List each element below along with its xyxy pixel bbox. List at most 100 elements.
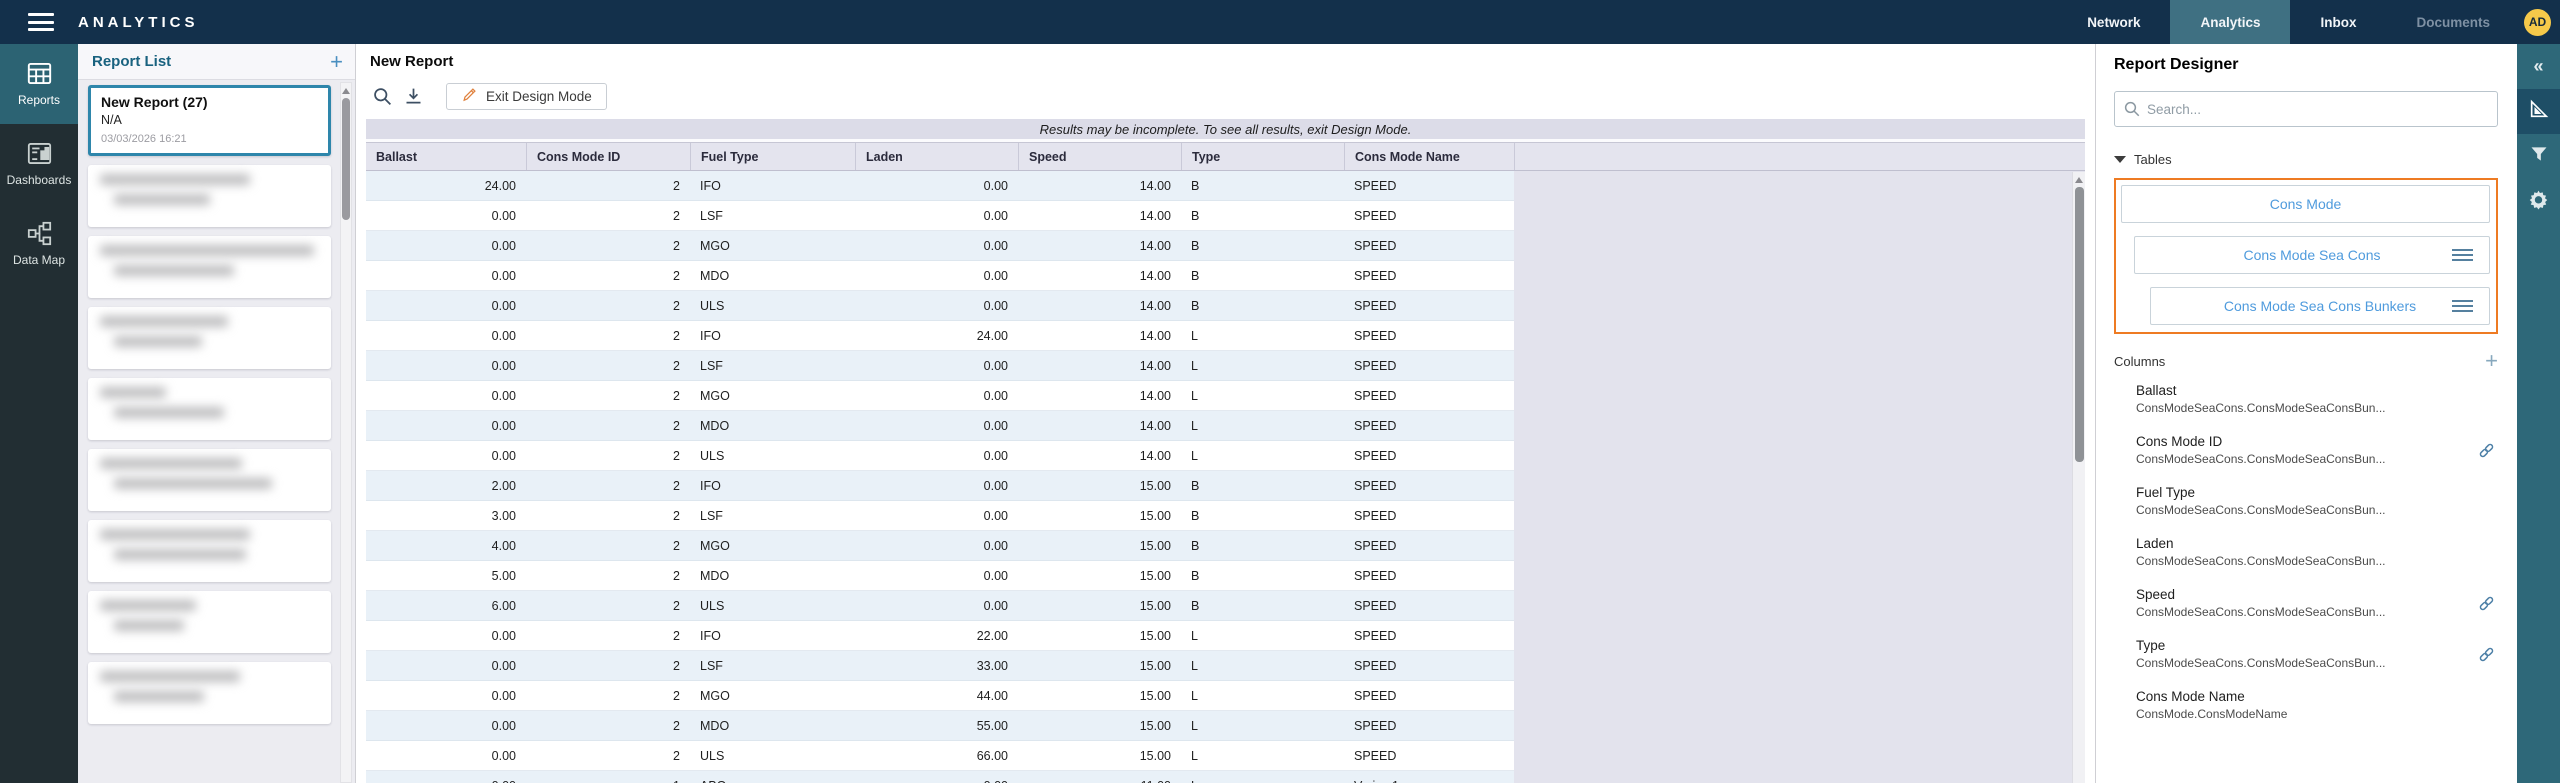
table-row[interactable]: 0.00 2 ULS 0.00 14.00 B SPEED [366, 291, 2085, 321]
table-row[interactable]: 24.00 2 IFO 0.00 14.00 B SPEED [366, 171, 2085, 201]
settings-button[interactable] [2517, 179, 2560, 224]
table-cell: IFO [690, 171, 855, 201]
report-card-blurred[interactable] [88, 591, 331, 653]
avatar[interactable]: AD [2524, 8, 2551, 36]
table-scrollbar[interactable] [2072, 172, 2085, 783]
table-row[interactable]: 0.00 2 MDO 0.00 14.00 B SPEED [366, 261, 2085, 291]
column-header-speed[interactable]: Speed [1018, 143, 1181, 170]
scroll-up-arrow-icon[interactable] [342, 88, 350, 94]
table-row[interactable]: 5.00 2 MDO 0.00 15.00 B SPEED [366, 561, 2085, 591]
sidebar-item-dashboards[interactable]: Dashboards [0, 124, 78, 204]
report-card-selected[interactable]: New Report (27) N/A 03/03/2026 16:21 [88, 85, 331, 156]
table-row[interactable]: 0.00 2 IFO 24.00 14.00 L SPEED [366, 321, 2085, 351]
table-cell: SPEED [1344, 261, 1514, 291]
table-row[interactable]: 0.001ABO0.0011.00LVaries 1 [366, 771, 2085, 783]
column-item-cons-mode-name[interactable]: Cons Mode Name ConsMode.ConsModeName [2136, 689, 2498, 721]
table-cell: L [1181, 351, 1344, 381]
table-row[interactable]: 0.00 2 LSF 0.00 14.00 B SPEED [366, 201, 2085, 231]
nav-item-analytics[interactable]: Analytics [2170, 0, 2291, 44]
scroll-up-arrow-icon[interactable] [2075, 177, 2083, 183]
sidebar-item-reports[interactable]: Reports [0, 44, 78, 124]
column-item-ballast[interactable]: Ballast ConsModeSeaCons.ConsModeSeaConsBu… [2136, 383, 2498, 415]
table-cell: B [1181, 501, 1344, 531]
drag-handle-icon[interactable] [2452, 300, 2473, 315]
table-row[interactable]: 6.00 2 ULS 0.00 15.00 B SPEED [366, 591, 2085, 621]
table-row[interactable]: 0.00 2 LSF 33.00 15.00 L SPEED [366, 651, 2085, 681]
design-mode-icon [2528, 98, 2550, 125]
table-row[interactable]: 2.00 2 IFO 0.00 15.00 B SPEED [366, 471, 2085, 501]
table-cell: L [1181, 681, 1344, 711]
report-card-blurred[interactable] [88, 165, 331, 227]
column-header-cons-mode-id[interactable]: Cons Mode ID [526, 143, 690, 170]
table-cell: SPEED [1344, 471, 1514, 501]
link-icon[interactable] [2477, 594, 2496, 618]
column-item-laden[interactable]: Laden ConsModeSeaCons.ConsModeSeaConsBun.… [2136, 536, 2498, 568]
drag-handle-icon[interactable] [2452, 249, 2473, 264]
table-row-filler [1514, 441, 2085, 471]
hamburger-menu-icon[interactable] [28, 13, 54, 31]
column-header-ballast[interactable]: Ballast [376, 149, 417, 164]
column-item-type[interactable]: Type ConsModeSeaCons.ConsModeSeaConsBun..… [2136, 638, 2498, 670]
table-node-cons-mode-sea-cons[interactable]: Cons Mode Sea Cons [2134, 236, 2490, 274]
column-header-cons-mode-name[interactable]: Cons Mode Name [1344, 143, 1514, 170]
table-row[interactable]: 0.00 2 ULS 0.00 14.00 L SPEED [366, 441, 2085, 471]
designer-search-input[interactable] [2114, 91, 2498, 127]
table-cell: B [1181, 471, 1344, 501]
table-node-cons-mode-sea-cons-bunkers[interactable]: Cons Mode Sea Cons Bunkers [2150, 287, 2490, 325]
report-list-scroll-thumb[interactable] [342, 98, 350, 220]
table-scroll-thumb[interactable] [2074, 187, 2084, 462]
download-icon[interactable] [403, 86, 424, 107]
nav-item-inbox[interactable]: Inbox [2320, 14, 2357, 30]
sidebar-item-data-map[interactable]: Data Map [0, 204, 78, 284]
table-cell: 2 [526, 231, 690, 261]
tables-section-label: Tables [2134, 152, 2172, 167]
report-card-blurred[interactable] [88, 307, 331, 369]
table-row[interactable]: 0.00 2 MGO 0.00 14.00 L SPEED [366, 381, 2085, 411]
nav-item-documents[interactable]: Documents [2416, 14, 2490, 30]
nav-item-network[interactable]: Network [2087, 14, 2141, 30]
collapse-panel-button[interactable]: « [2517, 44, 2560, 89]
table-row[interactable]: 0.00 2 MGO 0.00 14.00 B SPEED [366, 231, 2085, 261]
table-node-cons-mode[interactable]: Cons Mode [2121, 185, 2490, 223]
column-item-speed[interactable]: Speed ConsModeSeaCons.ConsModeSeaConsBun.… [2136, 587, 2498, 619]
search-icon[interactable] [372, 86, 393, 107]
table-row[interactable]: 0.00 2 ULS 66.00 15.00 L SPEED [366, 741, 2085, 771]
table-row[interactable]: 4.00 2 MGO 0.00 15.00 B SPEED [366, 531, 2085, 561]
exit-design-mode-button[interactable]: Exit Design Mode [446, 82, 607, 110]
report-card-blurred[interactable] [88, 662, 331, 724]
table-cell: B [1181, 201, 1344, 231]
link-icon[interactable] [2477, 441, 2496, 465]
table-row[interactable]: 0.00 2 LSF 0.00 14.00 L SPEED [366, 351, 2085, 381]
table-row[interactable]: 0.00 2 MDO 0.00 14.00 L SPEED [366, 411, 2085, 441]
collapse-icon: « [2533, 56, 2544, 76]
column-header-laden[interactable]: Laden [855, 143, 1018, 170]
table-row[interactable]: 0.00 2 IFO 22.00 15.00 L SPEED [366, 621, 2085, 651]
report-card-blurred[interactable] [88, 378, 331, 440]
add-report-button[interactable]: + [330, 48, 343, 74]
column-header-fuel-type[interactable]: Fuel Type [690, 143, 855, 170]
add-column-button[interactable]: + [2485, 348, 2498, 373]
column-header-type[interactable]: Type [1181, 143, 1344, 170]
table-cell: 0.00 [366, 681, 526, 711]
designer-search [2114, 91, 2498, 127]
report-card-title: New Report (27) [101, 94, 208, 110]
table-cell: 0.00 [855, 561, 1018, 591]
tables-section-header[interactable]: Tables [2114, 152, 2498, 167]
filter-button[interactable] [2517, 134, 2560, 179]
table-cell: 15.00 [1018, 741, 1181, 771]
table-cell: 2 [526, 381, 690, 411]
report-card-blurred[interactable] [88, 449, 331, 511]
link-icon[interactable] [2477, 645, 2496, 669]
table-row[interactable]: 3.00 2 LSF 0.00 15.00 B SPEED [366, 501, 2085, 531]
table-cell: 0.00 [855, 441, 1018, 471]
column-item-cons-mode-id[interactable]: Cons Mode ID ConsModeSeaCons.ConsModeSeaC… [2136, 434, 2498, 466]
report-card-blurred[interactable] [88, 236, 331, 298]
table-row[interactable]: 0.00 2 MDO 55.00 15.00 L SPEED [366, 711, 2085, 741]
column-item-fuel-type[interactable]: Fuel Type ConsModeSeaCons.ConsModeSeaCons… [2136, 485, 2498, 517]
design-mode-button[interactable] [2517, 89, 2560, 134]
table-row[interactable]: 0.00 2 MGO 44.00 15.00 L SPEED [366, 681, 2085, 711]
table-cell: 2 [526, 501, 690, 531]
report-card-blurred[interactable] [88, 520, 331, 582]
sidebar-item-label: Dashboards [6, 173, 72, 187]
report-list-scrollbar[interactable] [340, 82, 352, 783]
